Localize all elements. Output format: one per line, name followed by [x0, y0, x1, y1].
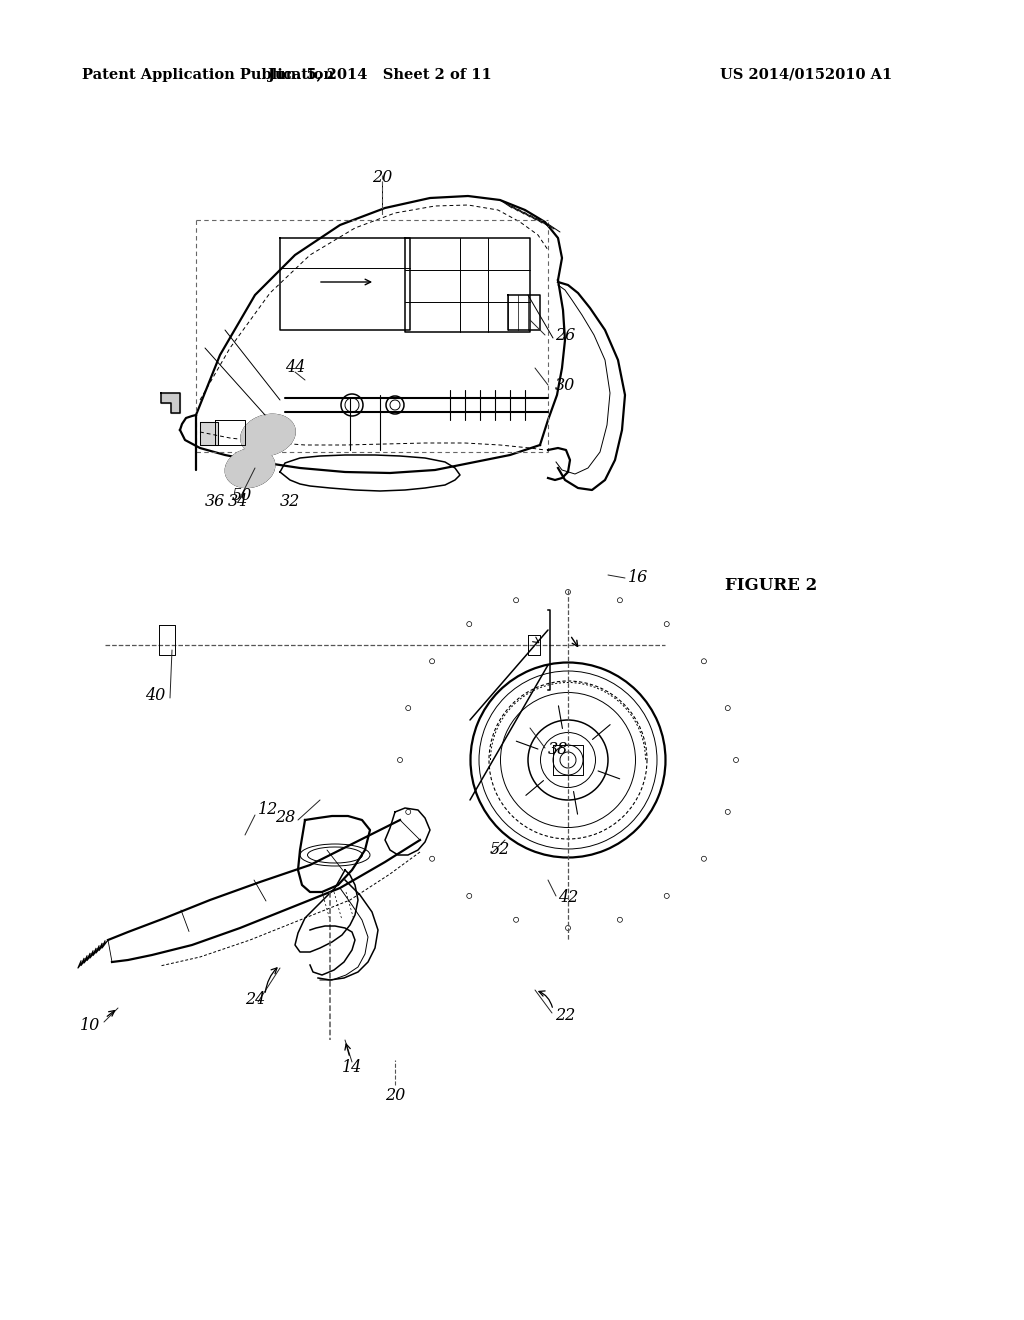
- Text: 44: 44: [285, 359, 305, 376]
- Text: 38: 38: [548, 742, 568, 759]
- Text: 40: 40: [144, 686, 165, 704]
- Text: Patent Application Publication: Patent Application Publication: [82, 69, 334, 82]
- Text: 36: 36: [205, 494, 225, 511]
- Text: 16: 16: [628, 569, 648, 586]
- Text: 30: 30: [555, 376, 575, 393]
- Text: 34: 34: [228, 494, 248, 511]
- Text: 20: 20: [385, 1086, 406, 1104]
- Text: 28: 28: [274, 809, 295, 826]
- Ellipse shape: [241, 414, 295, 455]
- Text: 12: 12: [258, 801, 279, 818]
- Text: 32: 32: [280, 494, 300, 511]
- Text: 22: 22: [555, 1006, 575, 1023]
- Text: 10: 10: [80, 1016, 100, 1034]
- Text: FIGURE 2: FIGURE 2: [725, 577, 817, 594]
- Text: 20: 20: [372, 169, 392, 186]
- Text: 26: 26: [555, 326, 575, 343]
- Text: 14: 14: [342, 1060, 362, 1077]
- Text: Jun. 5, 2014   Sheet 2 of 11: Jun. 5, 2014 Sheet 2 of 11: [268, 69, 492, 82]
- Text: 42: 42: [558, 890, 579, 907]
- Text: 52: 52: [490, 842, 510, 858]
- Text: 50: 50: [232, 487, 252, 503]
- Text: 24: 24: [245, 991, 265, 1008]
- Polygon shape: [161, 393, 180, 413]
- Polygon shape: [200, 422, 218, 445]
- Ellipse shape: [225, 449, 274, 487]
- Text: US 2014/0152010 A1: US 2014/0152010 A1: [720, 69, 892, 82]
